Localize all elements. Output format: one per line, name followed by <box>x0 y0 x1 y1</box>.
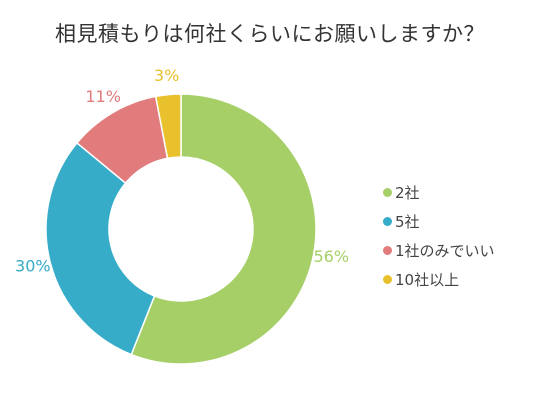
legend-label: 5社 <box>395 213 420 231</box>
data-label: 56% <box>314 247 350 266</box>
data-label: 30% <box>15 257 51 276</box>
legend-swatch <box>383 246 392 255</box>
slices-group <box>45 93 317 365</box>
data-label: 3% <box>154 66 179 85</box>
legend-item: 5社 <box>383 207 495 236</box>
pie-slice <box>45 141 156 356</box>
legend-swatch <box>383 217 392 226</box>
value-labels-group: 56% 30% 11% 3% <box>15 66 349 275</box>
legend-label: 10社以上 <box>395 271 460 289</box>
legend-item: 2社 <box>383 178 495 207</box>
pie-slice <box>130 93 317 365</box>
chart-legend: 2社 5社 1社のみでいい 10社以上 <box>383 178 495 294</box>
chart-title: 相見積もりは何社くらいにお願いしますか？ <box>55 22 485 46</box>
legend-label: 1社のみでいい <box>395 242 495 260</box>
legend-label: 2社 <box>395 184 420 202</box>
legend-swatch <box>383 275 392 284</box>
legend-item: 1社のみでいい <box>383 236 495 265</box>
pie-slice <box>154 93 182 160</box>
data-label: 11% <box>85 87 121 106</box>
legend-swatch <box>383 188 392 197</box>
legend-item: 10社以上 <box>383 265 495 294</box>
